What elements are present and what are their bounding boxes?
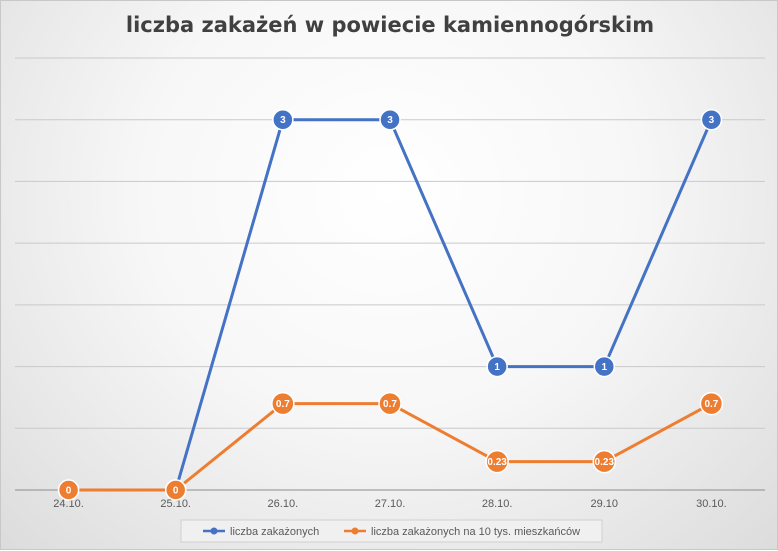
data-point — [592, 449, 617, 474]
data-point — [378, 391, 402, 416]
data-label: 0.23 — [595, 457, 615, 468]
x-tick-label: 29.10 — [591, 498, 619, 510]
legend-swatch-marker — [351, 527, 359, 535]
data-point — [593, 355, 616, 378]
legend: liczba zakażonych liczba zakażonych na 10… — [180, 519, 603, 543]
data-label: 1 — [494, 362, 500, 373]
data-label: 0.7 — [704, 399, 718, 410]
x-tick-label: 25.10. — [160, 498, 191, 510]
legend-swatch-marker — [210, 527, 218, 535]
x-tick-label: 24.10. — [53, 498, 84, 510]
legend-box — [180, 519, 603, 543]
chart-title: liczba zakażeń w powiecie kamiennogórski… — [125, 13, 655, 37]
data-point — [271, 391, 295, 416]
legend-entry-label: liczba zakażonych na 10 tys. mieszkańców — [371, 526, 580, 538]
data-label: 0.7 — [276, 399, 290, 410]
data-point — [700, 108, 723, 131]
data-point — [699, 391, 724, 416]
series-line — [68, 402, 713, 492]
data-label: 0 — [66, 486, 72, 497]
x-tick-label: 28.10. — [482, 498, 513, 510]
data-label: 1 — [602, 362, 608, 373]
data-label: 3 — [709, 115, 715, 126]
x-axis-ticks: 24.10. 25.10. 26.10. 27.10. 28.10. 29.10 30.10… — [53, 498, 726, 510]
data-label: 0.7 — [383, 399, 397, 410]
data-point — [486, 355, 508, 378]
data-point — [57, 479, 80, 501]
series-points: 0033113000.70.70.230.230.7 — [57, 108, 724, 501]
data-label: 3 — [280, 115, 286, 126]
data-label: 0 — [173, 486, 179, 497]
x-tick-label: 27.10. — [375, 498, 406, 510]
legend-entry-label: liczba zakażonych — [230, 526, 319, 538]
data-point — [272, 108, 294, 131]
x-tick-label: 30.10. — [696, 498, 727, 510]
data-point — [164, 479, 187, 501]
data-label: 0.23 — [487, 457, 507, 468]
data-label: 3 — [387, 115, 393, 126]
data-point — [379, 108, 401, 131]
data-point — [485, 449, 509, 474]
x-tick-label: 26.10. — [268, 498, 299, 510]
